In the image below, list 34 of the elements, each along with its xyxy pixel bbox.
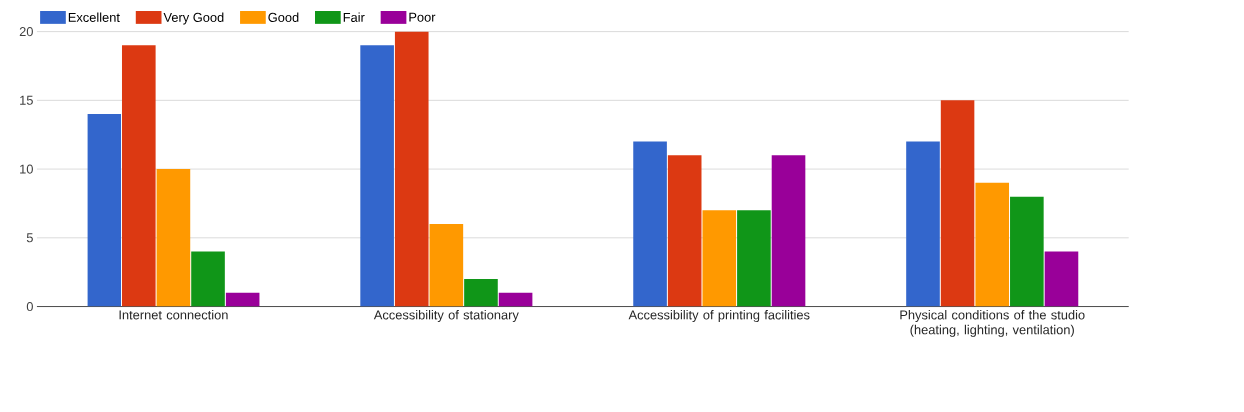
bar xyxy=(225,292,260,307)
legend-label: Good xyxy=(268,12,299,22)
x-tick-label: Accessibility of stationary xyxy=(373,309,519,322)
bar xyxy=(906,141,940,307)
x-tick-label: Accessibility of printing facilities xyxy=(628,309,810,322)
legend-label: Fair xyxy=(343,12,365,22)
legend-label: Excellent xyxy=(68,12,120,22)
bar xyxy=(737,210,771,307)
legend-label: Very Good xyxy=(163,12,224,25)
y-tick-label: 0 xyxy=(26,301,33,311)
bar xyxy=(1044,251,1079,307)
y-tick-label: 15 xyxy=(20,95,33,105)
bar xyxy=(633,141,667,307)
bar xyxy=(975,182,1010,307)
y-tick-label: 5 xyxy=(26,233,33,243)
y-tick-label: 10 xyxy=(20,164,33,174)
bar xyxy=(121,45,156,307)
bar xyxy=(702,210,737,307)
bar xyxy=(191,251,225,307)
bar xyxy=(464,278,498,307)
bar xyxy=(498,292,533,307)
bar xyxy=(394,31,429,307)
bar xyxy=(667,155,702,307)
y-tick-label: 20 xyxy=(19,26,33,36)
x-tick-label: Physical conditions of the studio (heating, lighting, ventilation) xyxy=(900,309,1085,337)
bar xyxy=(156,168,191,307)
bar xyxy=(940,100,975,307)
x-tick-label: Internet connection xyxy=(119,309,228,320)
bar xyxy=(771,155,806,307)
bar xyxy=(1010,196,1044,307)
legend-label: Poor xyxy=(409,12,436,22)
bar xyxy=(429,223,464,307)
bar xyxy=(360,45,394,307)
bar xyxy=(87,113,121,307)
